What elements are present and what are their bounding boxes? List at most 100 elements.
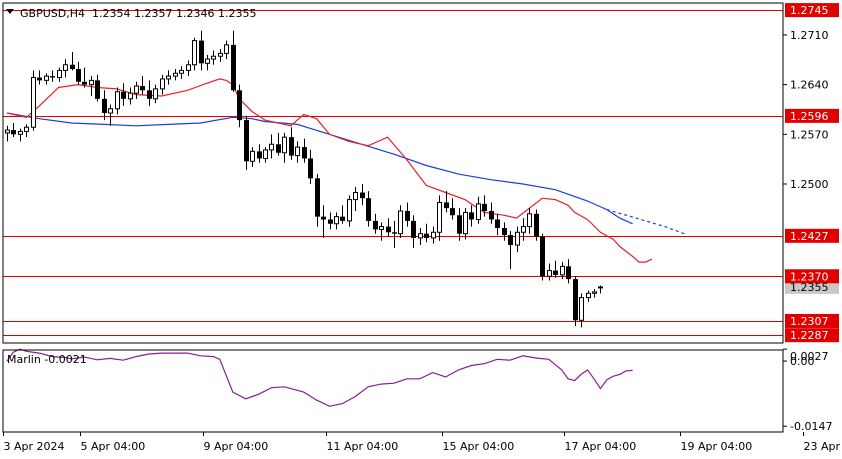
- candle: [469, 205, 474, 227]
- candle: [366, 191, 371, 227]
- level-badge-label: 1.2287: [790, 329, 829, 342]
- candle: [192, 37, 197, 71]
- main-frame: [2, 2, 784, 344]
- candle-body-bull: [353, 192, 358, 201]
- candle: [263, 147, 268, 163]
- slow-ma-projection: [606, 209, 685, 235]
- candle: [315, 174, 320, 227]
- candle-body-bear: [457, 215, 462, 234]
- candle-body-bull: [347, 199, 352, 222]
- candle-body-bear: [302, 147, 307, 159]
- candle-body-bear: [482, 203, 487, 211]
- current-price-label: 1.2355: [790, 281, 829, 294]
- candle: [276, 132, 281, 156]
- candle: [24, 124, 29, 138]
- candle: [231, 30, 236, 92]
- candle: [540, 233, 545, 281]
- level-badge: [785, 313, 839, 328]
- oscillator-frame: [2, 349, 784, 433]
- candle-body-bull: [63, 64, 68, 71]
- candle-body-bull: [166, 75, 171, 80]
- candle-body-bear: [495, 219, 500, 229]
- candle: [160, 74, 165, 95]
- candle: [424, 223, 429, 243]
- candle-body-bull: [57, 69, 62, 79]
- indicator-label: Marlin -0.0021: [7, 353, 87, 366]
- candle: [321, 205, 326, 238]
- candle: [218, 49, 223, 62]
- candle: [437, 195, 442, 241]
- candle: [115, 87, 120, 115]
- candle: [515, 226, 520, 253]
- level-badge: [785, 269, 839, 284]
- candle-body-bear: [553, 270, 558, 275]
- candle: [418, 228, 423, 246]
- candle: [11, 122, 16, 138]
- candle: [379, 222, 384, 241]
- candle: [134, 81, 139, 99]
- candle: [579, 293, 584, 328]
- candle-body-bull: [282, 136, 287, 154]
- level-badge-label: 1.2307: [790, 315, 829, 328]
- time-tick-label: 11 Apr 04:00: [327, 440, 399, 453]
- candle-body-bull: [560, 265, 565, 276]
- candle: [18, 128, 23, 142]
- candle: [598, 285, 603, 294]
- time-tick-label: 23 Apr 04:00: [804, 440, 842, 453]
- candle: [527, 208, 532, 234]
- level-badge-label: 1.2745: [790, 4, 829, 17]
- fast-ma-line: [6, 78, 653, 263]
- candle: [76, 61, 81, 85]
- candle-body-bull: [186, 64, 191, 71]
- candle: [476, 196, 481, 224]
- candle: [360, 184, 365, 206]
- candle-body-bull: [521, 226, 526, 233]
- candle-body-bear: [502, 228, 507, 236]
- candle-body-bull: [586, 292, 591, 299]
- candle-body-bear: [121, 91, 126, 99]
- candle-body-bear: [289, 137, 294, 156]
- collapse-triangle-icon[interactable]: [6, 9, 14, 14]
- candle: [102, 90, 107, 121]
- candle-body-bear: [328, 219, 333, 224]
- time-tick-label: 3 Apr 2024: [4, 440, 65, 453]
- main-price-panel: [3, 10, 783, 336]
- candle: [521, 218, 526, 241]
- candle-body-bull: [211, 55, 216, 60]
- candle: [166, 70, 171, 85]
- price-tick-label: 1.2640: [790, 79, 829, 92]
- candle-body-bear: [444, 202, 449, 209]
- candle-body-bull: [431, 231, 436, 239]
- candle: [140, 76, 145, 95]
- candle-body-bear: [405, 210, 410, 221]
- price-tick-label: 1.2570: [790, 128, 829, 141]
- candle: [31, 70, 36, 131]
- current-price-badge: [785, 279, 839, 294]
- candle-body-bear: [199, 40, 204, 64]
- candle: [508, 230, 513, 270]
- candle: [566, 259, 571, 284]
- candle: [250, 147, 255, 167]
- candle: [63, 59, 68, 78]
- candle-body-bear: [340, 216, 345, 221]
- candle: [431, 226, 436, 244]
- candle-body-bull: [295, 146, 300, 157]
- candle-body-bear: [140, 86, 145, 91]
- candle-body-bull: [192, 40, 197, 66]
- candle-body-bear: [315, 178, 320, 217]
- candle-body-bear: [386, 226, 391, 233]
- candle-body-bull: [598, 286, 603, 289]
- candle: [573, 276, 578, 326]
- candle: [44, 73, 49, 85]
- time-tick-label: 19 Apr 04:00: [681, 440, 753, 453]
- level-badge: [785, 328, 839, 343]
- candle: [224, 40, 229, 60]
- candle-body-bull: [115, 91, 120, 110]
- candle-body-bull: [418, 233, 423, 239]
- candle: [244, 115, 249, 170]
- candle: [57, 67, 62, 82]
- candle-body-bull: [31, 77, 36, 128]
- candle-body-bull: [269, 143, 274, 151]
- candle-body-bear: [37, 77, 42, 81]
- level-badge: [785, 228, 839, 243]
